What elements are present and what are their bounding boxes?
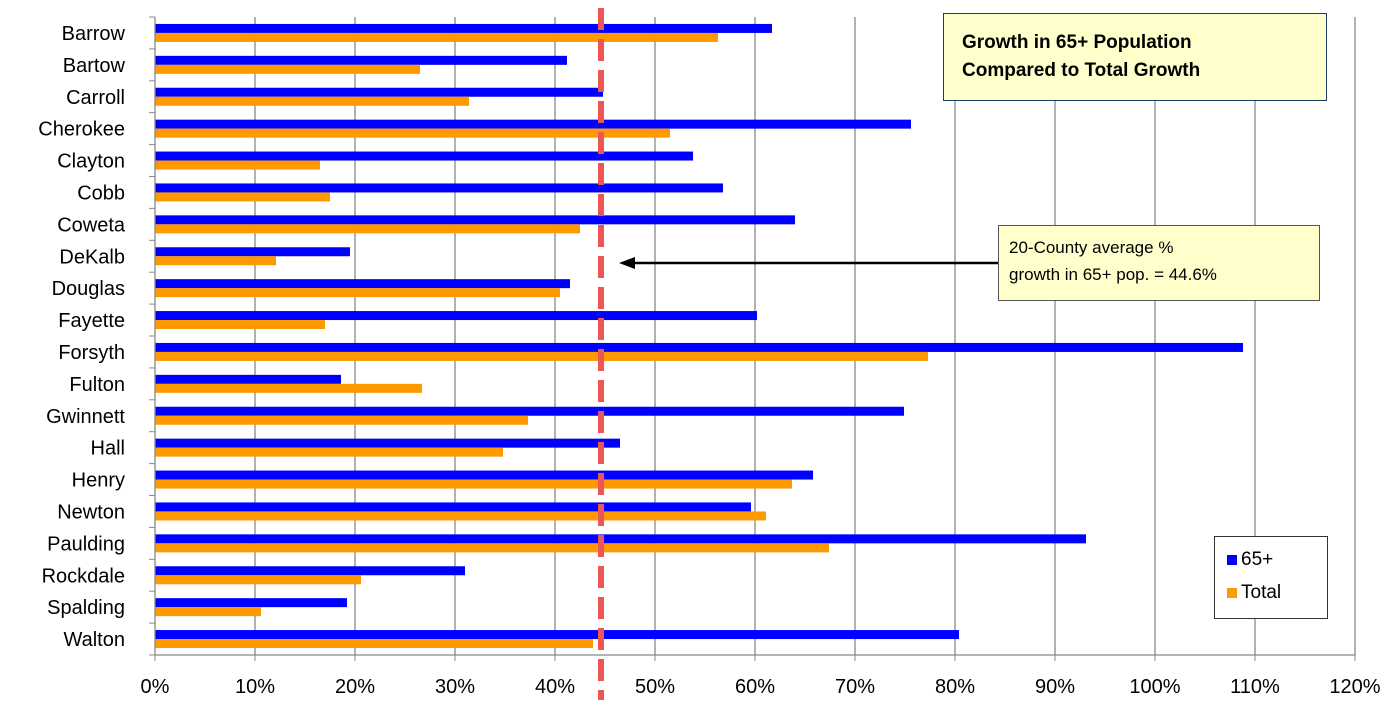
chart-title-line-1: Growth in 65+ Population <box>962 32 1192 53</box>
chart-title: Growth in 65+ Population Compared to Tot… <box>943 13 1327 101</box>
category-label: Fayette <box>58 310 125 332</box>
bar-total <box>155 415 528 425</box>
category-label: Newton <box>57 501 125 523</box>
bar-total <box>155 320 325 330</box>
category-label: Carroll <box>66 87 125 109</box>
bar-65plus <box>155 23 772 33</box>
category-label: Paulding <box>47 533 125 555</box>
bar-total <box>155 288 560 298</box>
bar-65plus <box>155 279 570 289</box>
bar-total <box>155 479 792 489</box>
annotation-line-1: 20-County average % <box>1009 238 1174 257</box>
bar-65plus <box>155 311 757 321</box>
gridlines <box>254 17 1356 655</box>
bar-65plus <box>155 502 751 512</box>
legend-swatch-total <box>1227 587 1237 598</box>
legend: 65+ Total <box>1214 536 1328 619</box>
x-tick-label: 50% <box>635 676 675 698</box>
bar-total <box>155 32 718 42</box>
legend-label-total: Total <box>1241 581 1282 603</box>
bar-65plus <box>155 87 603 97</box>
bar-total <box>155 64 420 74</box>
bar-total <box>155 192 330 202</box>
category-label: Fulton <box>69 374 125 396</box>
bar-total <box>155 639 593 649</box>
annotation-arrow <box>619 257 998 269</box>
x-tick-label: 70% <box>835 676 875 698</box>
category-label: Coweta <box>57 214 126 236</box>
bar-65plus <box>155 247 350 257</box>
category-label: Cherokee <box>38 119 125 141</box>
bar-65plus <box>155 55 567 65</box>
annotation-line-2: growth in 65+ pop. = 44.6% <box>1009 265 1217 284</box>
category-label: Henry <box>72 470 125 492</box>
category-label: Clayton <box>57 151 125 173</box>
bar-total <box>155 447 503 457</box>
category-label: Hall <box>91 438 125 460</box>
x-tick-label: 30% <box>435 676 475 698</box>
bar-65plus <box>155 470 813 480</box>
x-tick-labels: 0% 10% 20% 30% 40% 50% 60% 70% 80% 90% 100% 110% 120… <box>141 676 1381 698</box>
bar-65plus <box>155 342 1243 352</box>
legend-item-total: Total <box>1227 576 1327 609</box>
bar-total <box>155 96 469 106</box>
category-label: DeKalb <box>59 246 125 268</box>
category-label: Bartow <box>63 55 126 77</box>
category-label: Rockdale <box>42 565 125 587</box>
axes <box>149 16 1356 661</box>
bar-65plus <box>155 534 1086 544</box>
category-label: Walton <box>63 629 125 651</box>
x-tick-label: 10% <box>235 676 275 698</box>
bar-65plus <box>155 406 904 416</box>
legend-swatch-65plus <box>1227 554 1237 565</box>
x-tick-label: 20% <box>335 676 375 698</box>
x-tick-label: 40% <box>535 676 575 698</box>
legend-label-65plus: 65+ <box>1241 548 1274 570</box>
bar-total <box>155 224 580 234</box>
bar-total <box>155 128 670 138</box>
bar-65plus <box>155 151 693 161</box>
arrow-head <box>619 257 635 269</box>
x-tick-label: 60% <box>735 676 775 698</box>
category-label: Gwinnett <box>46 406 125 428</box>
bar-total <box>155 160 320 170</box>
category-label: Spalding <box>47 597 125 619</box>
bar-65plus <box>155 119 911 129</box>
x-tick-label: 90% <box>1035 676 1075 698</box>
x-tick-label: 100% <box>1129 676 1180 698</box>
bar-total <box>155 351 928 361</box>
bars <box>155 23 1243 649</box>
bar-total <box>155 383 422 393</box>
category-label: Forsyth <box>58 342 125 364</box>
bar-65plus <box>155 566 465 576</box>
bar-65plus <box>155 374 341 384</box>
bar-total <box>155 256 276 266</box>
x-tick-label: 80% <box>935 676 975 698</box>
bar-total <box>155 511 766 521</box>
category-label: Barrow <box>62 23 126 45</box>
x-tick-label: 110% <box>1230 676 1280 698</box>
category-label: Douglas <box>52 278 125 300</box>
x-tick-label: 0% <box>141 676 170 698</box>
bar-65plus <box>155 183 723 193</box>
bar-65plus <box>155 630 959 640</box>
x-tick-label: 120% <box>1329 676 1380 698</box>
bar-total <box>155 575 361 585</box>
bar-65plus <box>155 438 620 448</box>
chart-title-line-2: Compared to Total Growth <box>962 60 1201 81</box>
category-labels: Barrow Bartow Carroll Cherokee Clayton Cobb Co… <box>38 23 126 651</box>
bar-total <box>155 543 829 553</box>
bar-65plus <box>155 598 347 608</box>
category-label: Cobb <box>77 182 125 204</box>
bar-total <box>155 607 261 617</box>
bar-65plus <box>155 215 795 225</box>
legend-item-65plus: 65+ <box>1227 543 1327 576</box>
average-annotation: 20-County average % growth in 65+ pop. =… <box>998 225 1320 301</box>
